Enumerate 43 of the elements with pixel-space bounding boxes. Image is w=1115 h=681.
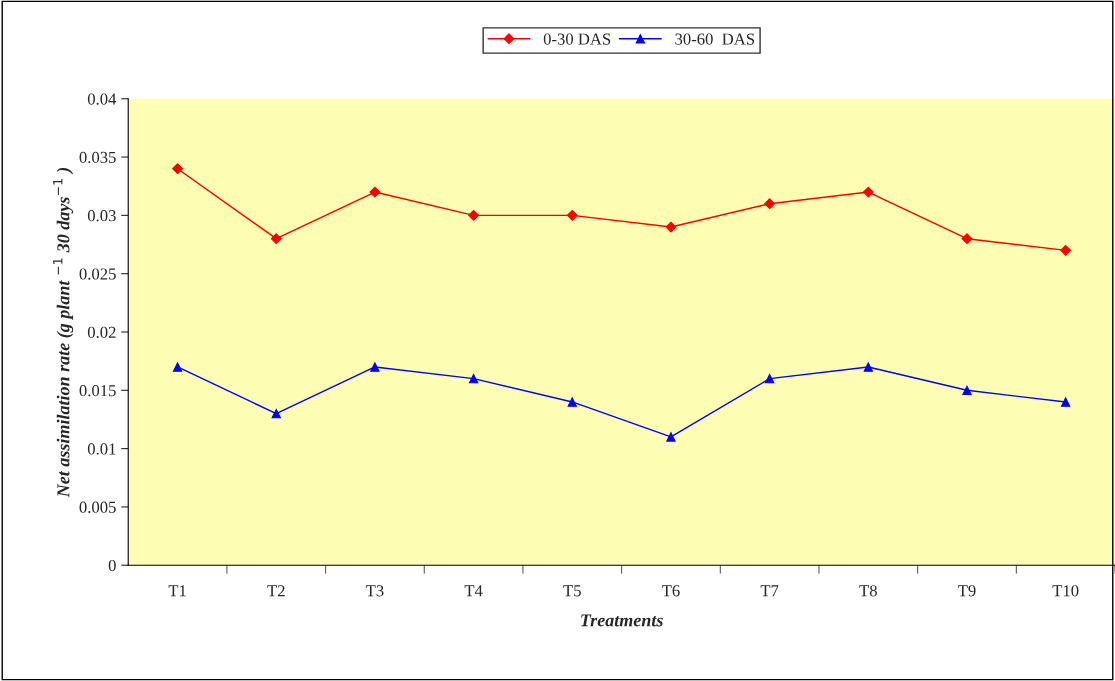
- x-tick-label: T6: [662, 585, 680, 597]
- y-tick-label: 0.025: [79, 268, 116, 280]
- point: [1060, 244, 1072, 256]
- point: [172, 362, 183, 372]
- point: [172, 163, 183, 175]
- y-axis-title: Net assimilation rate (g plant $^{−1}$ 30 days$^{−1}$ ): [53, 167, 74, 498]
- y-tick-label: 0.035: [79, 151, 116, 164]
- x-tick-label: T4: [464, 585, 483, 597]
- y-tick-label: 0.02: [87, 326, 116, 339]
- x-tick-label: T8: [859, 585, 877, 597]
- y-tick-label: 0.04: [87, 93, 117, 105]
- point: [370, 362, 380, 372]
- point: [270, 233, 282, 245]
- point: [862, 186, 874, 198]
- y-tick-label: 0.03: [87, 210, 116, 222]
- point: [764, 373, 775, 384]
- x-tick-label: T3: [365, 585, 384, 597]
- y-tick-label: 0.005: [79, 501, 116, 513]
- point: [764, 198, 776, 210]
- point: [468, 373, 479, 384]
- y-tick-label: 0.015: [79, 385, 116, 397]
- x-tick-label: T5: [563, 585, 581, 597]
- point: [369, 186, 381, 198]
- x-tick-label: T9: [958, 585, 976, 597]
- point: [1060, 397, 1071, 407]
- y-tick-label: 0.01: [87, 443, 116, 455]
- legend-label: 30-60 DAS: [675, 33, 755, 45]
- x-tick-label: T10: [1052, 585, 1079, 597]
- point: [961, 233, 973, 245]
- point: [567, 397, 577, 407]
- x-tick-label: T1: [168, 585, 186, 597]
- point: [666, 432, 676, 442]
- point: [962, 385, 972, 395]
- point: [566, 209, 578, 221]
- point: [271, 408, 281, 419]
- y-tick-label: 0: [108, 559, 116, 572]
- legend-label: 0-30 DAS: [543, 33, 611, 45]
- point: [468, 209, 480, 221]
- point: [665, 221, 677, 233]
- x-tick-label: T7: [760, 585, 779, 597]
- x-axis-title: Treatments: [581, 614, 663, 627]
- point: [863, 362, 873, 372]
- x-tick-label: T2: [267, 585, 285, 597]
